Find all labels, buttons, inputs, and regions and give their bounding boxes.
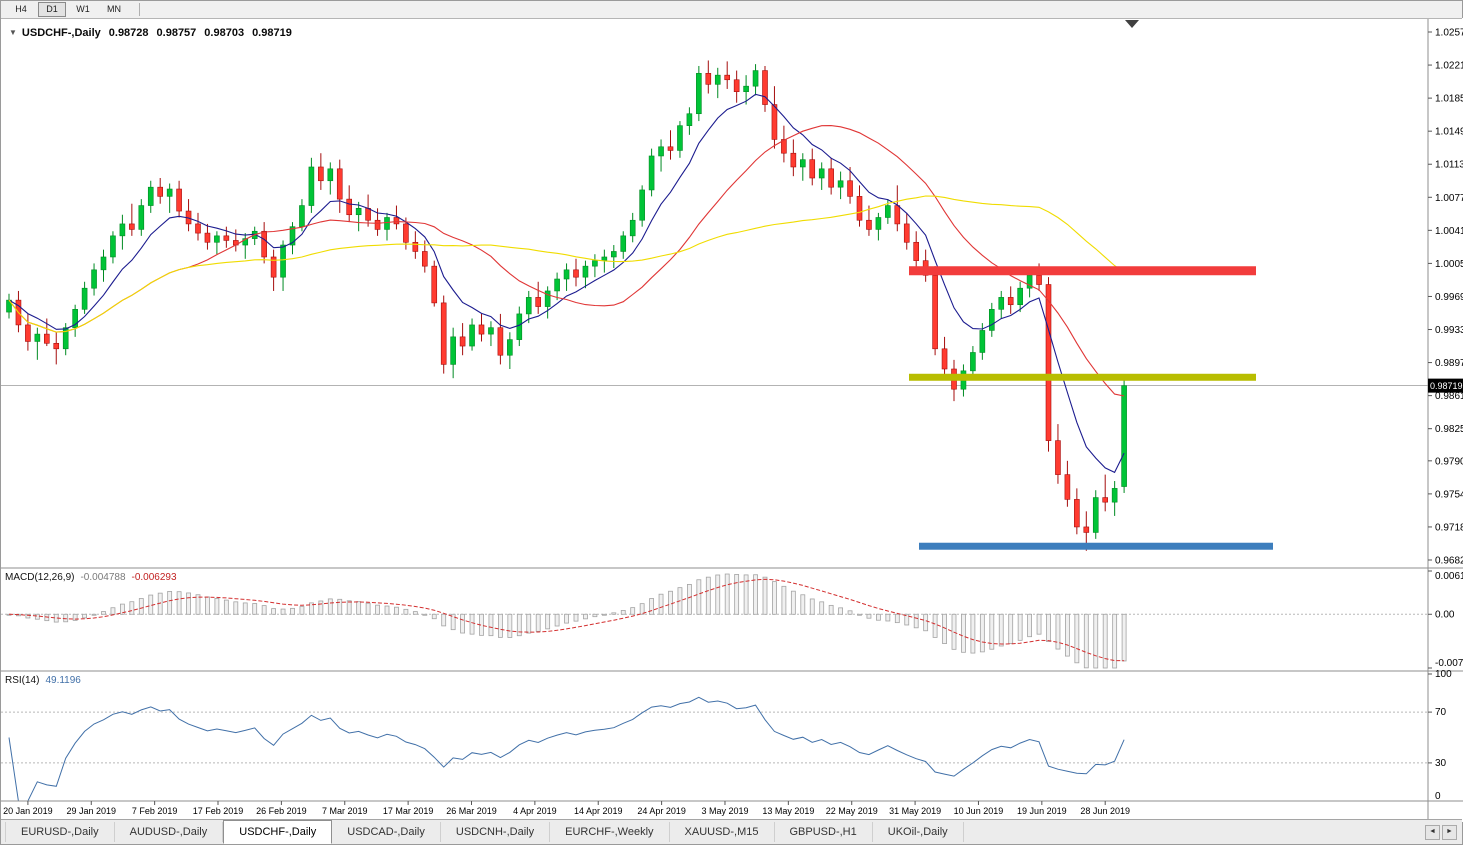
current-price-tag xyxy=(1428,378,1463,393)
macd-signal-line xyxy=(8,578,1125,662)
symbol-tab[interactable]: USDCNH-,Daily xyxy=(441,822,551,842)
date-tick-label: 22 May 2019 xyxy=(826,806,878,816)
symbol-tabs: EURUSD-,Daily AUDUSD-,Daily USDCHF-,Daily U… xyxy=(5,820,964,844)
moving-average-20-line xyxy=(8,125,1125,397)
symbol-tab-bar: EURUSD-,Daily AUDUSD-,Daily USDCHF-,Daily U… xyxy=(1,819,1462,844)
price-tick-label: 1.02210 xyxy=(1435,61,1463,72)
symbol-tab[interactable]: USDCHF-,Daily xyxy=(223,820,333,844)
date-tick-label: 17 Feb 2019 xyxy=(193,806,244,816)
tab-scroll-right-button[interactable]: ► xyxy=(1442,824,1457,840)
symbol-tab[interactable]: USDCAD-,Daily xyxy=(332,822,441,842)
support-zone-olive[interactable] xyxy=(909,373,1256,381)
rsi-axis-label: 100 xyxy=(1435,669,1452,680)
tab-scroll-controls: ◄ ► xyxy=(1425,824,1457,840)
current-price-tag-label: 0.98719 xyxy=(1430,381,1463,391)
date-tick-label: 28 Jun 2019 xyxy=(1080,806,1130,816)
support-zone-blue[interactable] xyxy=(919,542,1273,550)
resistance-zone-red[interactable] xyxy=(909,266,1256,276)
symbol-tab[interactable]: AUDUSD-,Daily xyxy=(115,822,224,842)
time-axis: 20 Jan 2019 29 Jan 2019 7 Feb 2019 17 Feb 2… xyxy=(3,801,1130,816)
macd-axis-label: -0.007612 xyxy=(1435,658,1463,669)
symbol-tab[interactable]: UKOil-,Daily xyxy=(873,822,964,842)
timeframe-toolbar: H4 D1 W1 MN xyxy=(1,1,1462,19)
price-tick-label: 1.01490 xyxy=(1435,127,1463,138)
tab-scroll-left-button[interactable]: ◄ xyxy=(1425,824,1440,840)
date-tick-label: 10 Jun 2019 xyxy=(954,806,1004,816)
tab-scroll-right-icon: ► xyxy=(1446,827,1453,835)
date-tick-label: 17 Mar 2019 xyxy=(383,806,434,816)
symbol-tab[interactable]: EURCHF-,Weekly xyxy=(550,822,670,842)
symbol-tab[interactable]: XAUUSD-,M15 xyxy=(670,822,775,842)
price-tick-label: 1.01850 xyxy=(1435,94,1463,105)
rsi-axis-label: 30 xyxy=(1435,758,1447,769)
macd-histogram xyxy=(6,573,1127,669)
symbol-tab[interactable]: EURUSD-,Daily xyxy=(5,822,115,842)
date-tick-label: 14 Apr 2019 xyxy=(574,806,623,816)
date-tick-label: 31 May 2019 xyxy=(889,806,941,816)
date-tick-label: 3 May 2019 xyxy=(701,806,748,816)
chart-canvas[interactable]: 1.02570 1.02210 1.01850 1.01490 1.01130 1.007… xyxy=(1,18,1463,822)
date-tick-label: 26 Mar 2019 xyxy=(446,806,497,816)
symbol-tab[interactable]: GBPUSD-,H1 xyxy=(775,822,873,842)
moving-average-45-line xyxy=(8,195,1125,333)
rsi-axis-label: 70 xyxy=(1435,707,1447,718)
toolbar-separator xyxy=(139,3,140,16)
date-tick-label: 7 Mar 2019 xyxy=(322,806,368,816)
date-tick-label: 7 Feb 2019 xyxy=(132,806,178,816)
timeframe-h4-button[interactable]: H4 xyxy=(15,4,27,14)
macd-axis-label: 0.00613 xyxy=(1435,571,1463,582)
date-tick-label: 19 Jun 2019 xyxy=(1017,806,1067,816)
price-tick-label: 1.00770 xyxy=(1435,193,1463,204)
price-axis: 1.02570 1.02210 1.01850 1.01490 1.01130 1.007… xyxy=(1427,18,1463,822)
chart-shift-marker-icon[interactable] xyxy=(1125,20,1139,28)
candles-layer[interactable] xyxy=(6,60,1127,551)
date-tick-label: 29 Jan 2019 xyxy=(66,806,116,816)
macd-axis-label: 0.00 xyxy=(1435,609,1455,620)
date-tick-label: 24 Apr 2019 xyxy=(637,806,686,816)
price-tick-label: 1.00410 xyxy=(1435,226,1463,237)
rsi-axis-label: 0 xyxy=(1435,791,1441,802)
timeframe-w1-button[interactable]: W1 xyxy=(76,4,90,14)
price-tick-label: 1.02570 xyxy=(1435,28,1463,39)
date-tick-label: 20 Jan 2019 xyxy=(3,806,53,816)
timeframe-mn-button[interactable]: MN xyxy=(107,4,121,14)
tab-scroll-left-icon: ◄ xyxy=(1429,827,1436,835)
date-tick-label: 13 May 2019 xyxy=(762,806,814,816)
price-tick-label: 1.01130 xyxy=(1435,160,1463,171)
chart-background xyxy=(1,18,1463,822)
date-tick-label: 4 Apr 2019 xyxy=(513,806,557,816)
timeframe-d1-button[interactable]: D1 xyxy=(38,2,66,17)
rsi-line xyxy=(8,696,1125,802)
chart-window[interactable]: 1.02570 1.02210 1.01850 1.01490 1.01130 1.007… xyxy=(1,18,1463,822)
date-tick-label: 26 Feb 2019 xyxy=(256,806,307,816)
